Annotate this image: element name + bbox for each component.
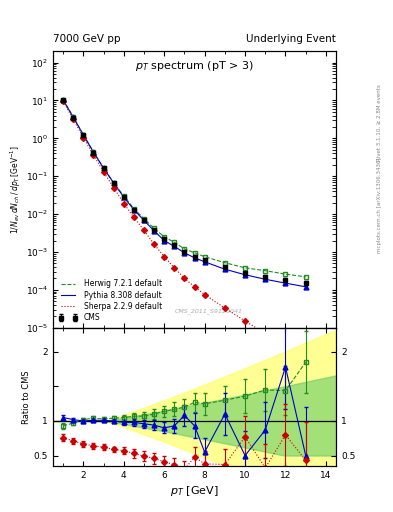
Sherpa 2.2.9 default [71,116,75,122]
Herwig 7.2.1 default [141,216,146,222]
Herwig 7.2.1 default [91,149,96,155]
Herwig 7.2.1 default [61,97,66,103]
Sherpa 2.2.9 default [162,253,167,260]
Line: Pythia 8.308 default: Pythia 8.308 default [63,100,306,287]
Herwig 7.2.1 default [303,274,308,280]
Sherpa 2.2.9 default [141,227,146,233]
Sherpa 2.2.9 default [61,98,66,104]
Pythia 8.308 default [162,238,167,244]
Text: Underlying Event: Underlying Event [246,33,336,44]
Pythia 8.308 default [91,149,96,155]
Herwig 7.2.1 default [71,114,75,120]
Herwig 7.2.1 default [121,193,126,199]
Y-axis label: Ratio to CMS: Ratio to CMS [22,370,31,423]
Sherpa 2.2.9 default [172,265,177,271]
Sherpa 2.2.9 default [192,284,197,290]
Line: Sherpa 2.2.9 default: Sherpa 2.2.9 default [63,101,306,356]
X-axis label: $p_T$ [GeV]: $p_T$ [GeV] [170,484,219,498]
Herwig 7.2.1 default [283,271,288,277]
Herwig 7.2.1 default [202,253,207,260]
Sherpa 2.2.9 default [303,353,308,359]
Sherpa 2.2.9 default [283,342,288,348]
Pythia 8.308 default [141,218,146,224]
Text: mcplots.cern.ch [arXiv:1306.3436]: mcplots.cern.ch [arXiv:1306.3436] [377,157,382,252]
Herwig 7.2.1 default [81,132,86,138]
Legend: Herwig 7.2.1 default, Pythia 8.308 default, Sherpa 2.2.9 default, CMS: Herwig 7.2.1 default, Pythia 8.308 defau… [55,276,165,326]
Herwig 7.2.1 default [182,246,187,252]
Pythia 8.308 default [121,194,126,200]
Sherpa 2.2.9 default [182,275,187,282]
Herwig 7.2.1 default [243,265,248,271]
Herwig 7.2.1 default [222,260,227,266]
Pythia 8.308 default [132,207,136,213]
Sherpa 2.2.9 default [91,152,96,158]
Herwig 7.2.1 default [162,234,167,240]
Text: Rivet 3.1.10, ≥ 2.8M events: Rivet 3.1.10, ≥ 2.8M events [377,84,382,161]
Line: Herwig 7.2.1 default: Herwig 7.2.1 default [63,100,306,277]
Pythia 8.308 default [152,228,156,234]
Pythia 8.308 default [263,276,268,282]
Sherpa 2.2.9 default [152,241,156,247]
Sherpa 2.2.9 default [121,200,126,206]
Pythia 8.308 default [111,180,116,186]
Pythia 8.308 default [202,259,207,265]
Pythia 8.308 default [222,266,227,272]
Herwig 7.2.1 default [152,225,156,231]
Herwig 7.2.1 default [111,180,116,186]
Pythia 8.308 default [172,243,177,249]
Sherpa 2.2.9 default [263,330,268,336]
Pythia 8.308 default [101,165,106,172]
Pythia 8.308 default [303,284,308,290]
Pythia 8.308 default [182,250,187,256]
Text: 7000 GeV pp: 7000 GeV pp [53,33,121,44]
Pythia 8.308 default [192,255,197,261]
Sherpa 2.2.9 default [81,135,86,141]
Sherpa 2.2.9 default [101,169,106,175]
Pythia 8.308 default [283,280,288,286]
Text: CMS_2011_S9120041: CMS_2011_S9120041 [174,308,243,314]
Y-axis label: $1/N_{ev}\,dN_{ch}\,/\,dp_T\,[\mathrm{GeV}^{-1}]$: $1/N_{ev}\,dN_{ch}\,/\,dp_T\,[\mathrm{Ge… [9,145,23,234]
Pythia 8.308 default [243,272,248,278]
Sherpa 2.2.9 default [111,184,116,190]
Text: $p_T$ spectrum (pT > 3): $p_T$ spectrum (pT > 3) [135,59,254,74]
Herwig 7.2.1 default [192,250,197,256]
Sherpa 2.2.9 default [132,214,136,220]
Pythia 8.308 default [71,114,75,120]
Herwig 7.2.1 default [172,239,177,245]
Pythia 8.308 default [61,97,66,103]
Sherpa 2.2.9 default [243,318,248,324]
Pythia 8.308 default [81,132,86,138]
Herwig 7.2.1 default [263,268,268,274]
Herwig 7.2.1 default [101,165,106,171]
Sherpa 2.2.9 default [202,291,207,297]
Sherpa 2.2.9 default [222,305,227,311]
Herwig 7.2.1 default [132,205,136,211]
